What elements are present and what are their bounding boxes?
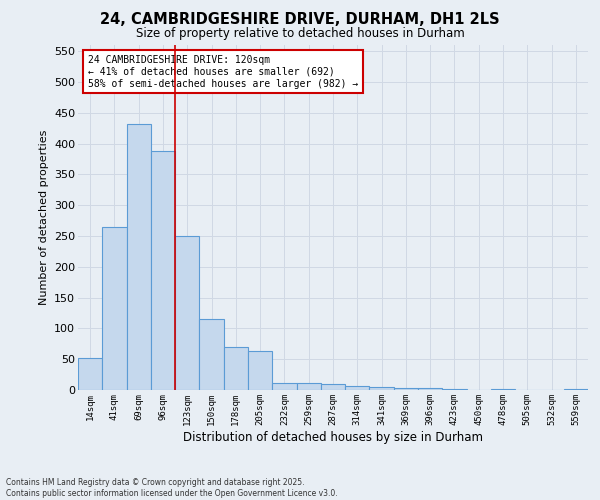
Bar (199, 318, 224, 390)
X-axis label: Distribution of detached houses by size in Durham: Distribution of detached houses by size … (183, 430, 483, 444)
Text: Size of property relative to detached houses in Durham: Size of property relative to detached ho… (136, 28, 464, 40)
Bar (370, 387, 394, 390)
Bar (272, 382, 296, 390)
Bar (151, 151, 175, 390)
Text: Contains HM Land Registry data © Crown copyright and database right 2025.
Contai: Contains HM Land Registry data © Crown c… (6, 478, 338, 498)
Bar (248, 351, 272, 390)
Bar (175, 236, 199, 390)
Bar (394, 388, 418, 390)
Bar (224, 347, 248, 390)
Text: 24 CAMBRIDGESHIRE DRIVE: 120sqm
← 41% of detached houses are smaller (692)
58% o: 24 CAMBRIDGESHIRE DRIVE: 120sqm ← 41% of… (88, 56, 358, 88)
Bar (321, 384, 345, 390)
Bar (78, 358, 102, 390)
Bar (102, 226, 127, 390)
Y-axis label: Number of detached properties: Number of detached properties (38, 130, 49, 305)
Bar (127, 124, 151, 390)
Bar (296, 382, 321, 390)
Bar (345, 386, 370, 390)
Text: 24, CAMBRIDGESHIRE DRIVE, DURHAM, DH1 2LS: 24, CAMBRIDGESHIRE DRIVE, DURHAM, DH1 2L… (100, 12, 500, 28)
Bar (418, 388, 442, 390)
